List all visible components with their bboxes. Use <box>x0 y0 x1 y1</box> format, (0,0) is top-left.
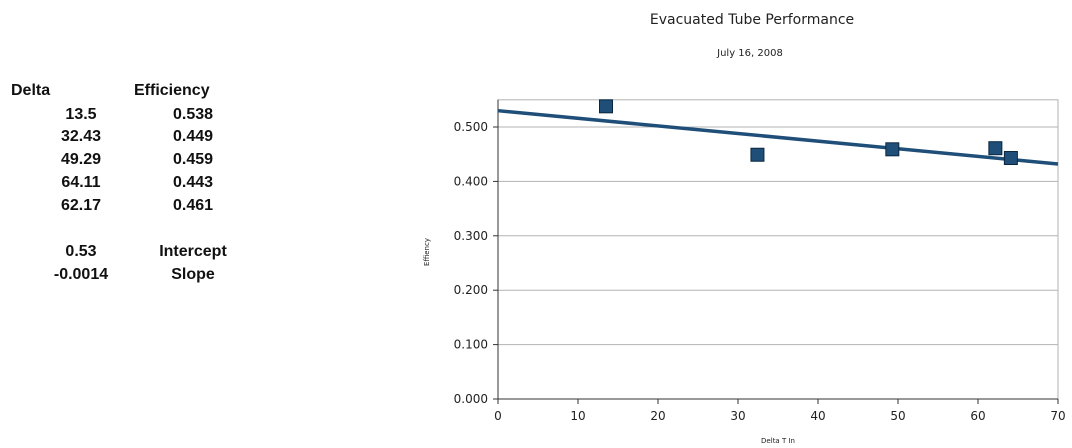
y-tick-label: 0.300 <box>454 229 488 243</box>
delta-cell: 62.17 <box>60 197 102 214</box>
delta-cell: 64.11 <box>61 174 101 191</box>
slope-value: -0.0014 <box>53 266 109 283</box>
data-point <box>988 141 1003 156</box>
chart-title: Evacuated Tube Performance <box>650 12 854 28</box>
x-tick-label: 40 <box>810 409 825 423</box>
data-table: Delta Efficiency 13.5 0.538 32.43 0.449 … <box>0 0 320 448</box>
data-point <box>750 147 765 162</box>
efficiency-cell: 0.459 <box>172 151 214 168</box>
y-tick-label: 0.100 <box>454 338 488 352</box>
y-tick-label: 0.200 <box>454 283 488 297</box>
y-axis-title: Effiency <box>423 238 431 266</box>
delta-cell: 32.43 <box>60 128 102 145</box>
x-tick-label: 20 <box>650 409 665 423</box>
x-tick-label: 30 <box>730 409 745 423</box>
x-tick-label: 60 <box>970 409 985 423</box>
efficiency-cell: 0.538 <box>172 106 214 123</box>
grid-lines <box>497 99 1059 400</box>
intercept-label: Intercept <box>159 243 227 260</box>
data-point <box>1003 151 1018 166</box>
delta-header: Delta <box>11 82 51 99</box>
x-tick-label: 70 <box>1050 409 1065 423</box>
tick-labels: 0.000 0.100 0.200 0.300 0.400 0.500 0 10 20 30 40 5… <box>454 120 1066 423</box>
data-points <box>599 99 1018 166</box>
slope-label: Slope <box>171 266 215 283</box>
efficiency-header: Efficiency <box>134 82 210 99</box>
y-tick-label: 0.000 <box>454 392 488 406</box>
x-tick-label: 50 <box>890 409 905 423</box>
efficiency-cell: 0.449 <box>172 128 214 145</box>
x-tick-label: 0 <box>494 409 502 423</box>
efficiency-cell: 0.443 <box>172 174 214 191</box>
intercept-value: 0.53 <box>65 243 97 260</box>
plot-frame <box>497 99 1059 400</box>
y-tick-label: 0.500 <box>454 120 488 134</box>
data-point <box>885 142 900 157</box>
data-point <box>599 99 613 114</box>
delta-cell: 13.5 <box>65 106 97 123</box>
delta-cell: 49.29 <box>60 151 102 168</box>
trendline <box>497 108 1059 166</box>
efficiency-cell: 0.461 <box>172 197 214 214</box>
axes <box>493 99 1059 404</box>
x-axis-title: Delta T In <box>761 437 795 445</box>
chart-subtitle: July 16, 2008 <box>716 48 783 59</box>
x-tick-label: 10 <box>570 409 585 423</box>
y-tick-label: 0.400 <box>454 174 488 188</box>
trendline-group <box>497 108 1059 166</box>
